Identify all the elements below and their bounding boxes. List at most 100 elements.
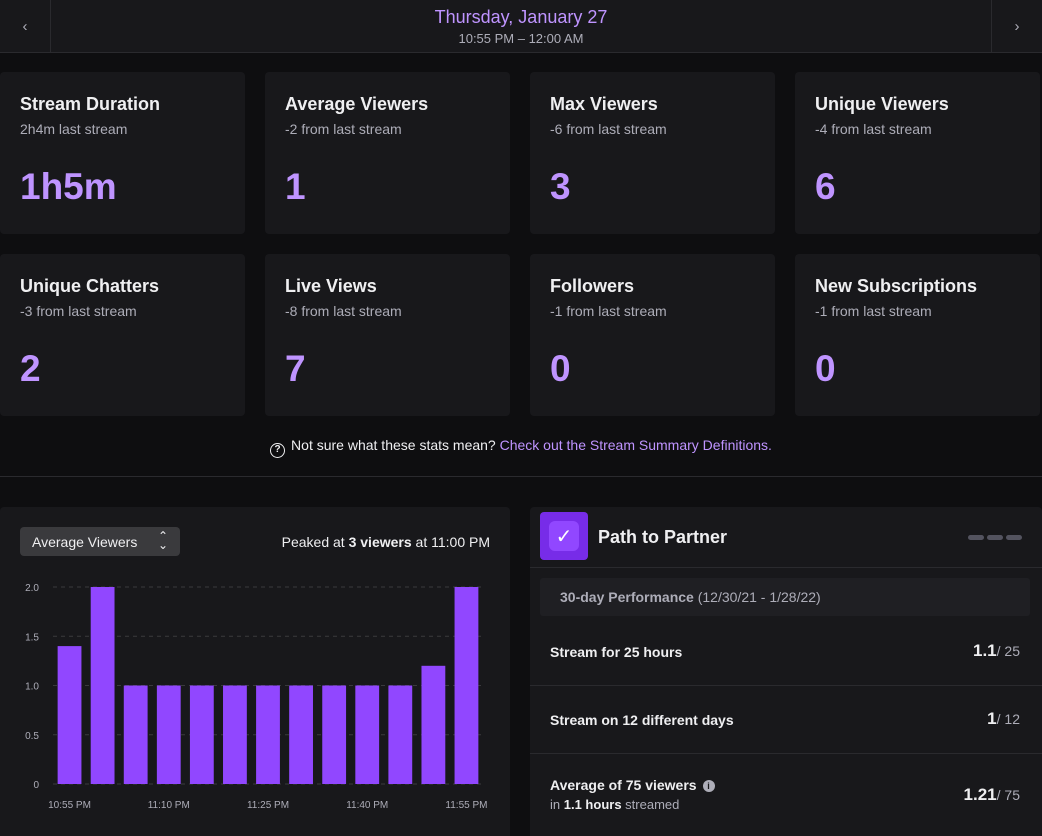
- stat-card-max-viewers: Max Viewers -6 from last stream 3: [530, 72, 775, 234]
- stat-card-unique-viewers: Unique Viewers -4 from last stream 6: [795, 72, 1040, 234]
- y-tick-label: 1.0: [25, 682, 39, 693]
- viewer-bar-chart: 0 0.5 1.0 1.5 2.0 10:55 PM 11:10 PM 11:25 PM 11:…: [25, 583, 487, 811]
- stat-comparison: -4 from last stream: [815, 121, 932, 137]
- requirement-target: / 12: [996, 711, 1020, 727]
- sublabel-suffix: streamed: [625, 797, 680, 812]
- stat-title: Unique Viewers: [815, 94, 949, 114]
- metric-select-value: Average Viewers: [32, 534, 138, 550]
- chart-bar: [223, 685, 247, 784]
- stream-time-range: 10:55 PM – 12:00 AM: [458, 31, 584, 46]
- peak-value: 3 viewers: [348, 534, 412, 550]
- chart-bar: [454, 587, 479, 784]
- chart-bar: [57, 646, 82, 784]
- stat-value: 0: [815, 348, 836, 389]
- stat-comparison: -2 from last stream: [285, 121, 402, 137]
- stream-date: Thursday, January 27: [434, 7, 608, 27]
- next-stream-button[interactable]: ›: [991, 0, 1042, 53]
- x-tick-label: 11:25 PM: [247, 800, 289, 811]
- section-divider: [0, 476, 1042, 477]
- stat-card-stream-duration: Stream Duration 2h4m last stream 1h5m: [0, 72, 245, 234]
- y-tick-label: 0.5: [25, 731, 39, 742]
- chevron-left-icon: ‹: [22, 18, 28, 35]
- requirement-label: Stream on 12 different days: [550, 712, 734, 728]
- sublabel-prefix: in: [550, 797, 561, 812]
- info-icon[interactable]: i: [702, 780, 715, 792]
- path-to-partner-panel: ✓ Path to Partner 30-day Performance (12…: [530, 507, 1042, 836]
- chart-bar: [156, 685, 181, 784]
- stat-value: 3: [550, 166, 571, 207]
- peak-suffix: at 11:00 PM: [415, 534, 490, 550]
- stat-value: 6: [815, 166, 836, 207]
- y-tick-label: 1.5: [25, 632, 39, 643]
- question-circle-icon: ?: [270, 443, 286, 458]
- chart-bar: [421, 665, 446, 784]
- requirement-label: Stream for 25 hours: [550, 644, 683, 660]
- x-tick-label: 11:10 PM: [148, 800, 190, 811]
- requirement-progress: 1.1/ 25: [973, 641, 1020, 661]
- divider: [530, 753, 1042, 754]
- stat-title: Max Viewers: [550, 94, 658, 114]
- metric-select[interactable]: Average Viewers ⌃ ⌄: [20, 527, 180, 556]
- previous-stream-button[interactable]: ‹: [0, 0, 51, 53]
- stat-card-average-viewers: Average Viewers -2 from last stream 1: [265, 72, 510, 234]
- requirement-target: / 75: [996, 787, 1020, 803]
- performance-range: (12/30/21 - 1/28/22): [697, 589, 821, 605]
- stat-title: Stream Duration: [20, 94, 161, 114]
- partner-title: Path to Partner: [598, 527, 728, 547]
- divider: [530, 685, 1042, 686]
- checkmark-icon: ✓: [549, 521, 579, 551]
- stat-card-new-subscriptions: New Subscriptions -1 from last stream 0: [795, 254, 1040, 416]
- help-text: Not sure what these stats mean?: [291, 437, 496, 453]
- stat-comparison: 2h4m last stream: [20, 121, 128, 137]
- stat-value: 1: [285, 166, 306, 207]
- peak-prefix: Peaked at: [281, 534, 345, 550]
- requirement-label-text: Average of 75 viewers: [550, 777, 697, 793]
- requirement-current: 1.1: [973, 641, 997, 660]
- more-options-icon[interactable]: [968, 535, 1022, 540]
- chart-bar: [189, 685, 214, 784]
- chart-bar: [322, 685, 347, 784]
- chart-bar: [123, 685, 148, 784]
- stat-value: 7: [285, 348, 306, 389]
- performance-label: 30-day Performance: [560, 589, 694, 605]
- requirement-progress: 1.21/ 75: [964, 785, 1020, 805]
- stat-card-followers: Followers -1 from last stream 0: [530, 254, 775, 416]
- y-tick-label: 0: [33, 780, 39, 791]
- stat-card-unique-chatters: Unique Chatters -3 from last stream 2: [0, 254, 245, 416]
- peak-summary: Peaked at 3 viewers at 11:00 PM: [282, 534, 490, 550]
- stat-comparison: -1 from last stream: [815, 303, 932, 319]
- stat-title: Unique Chatters: [20, 276, 160, 296]
- requirement-sublabel: in 1.1 hours streamed: [550, 797, 679, 812]
- requirement-current: 1.21: [963, 785, 997, 804]
- divider: [530, 567, 1042, 568]
- x-tick-label: 10:55 PM: [48, 800, 91, 811]
- stat-title: New Subscriptions: [815, 276, 978, 296]
- performance-period: 30-day Performance (12/30/21 - 1/28/22): [540, 578, 1030, 616]
- stat-value: 1h5m: [20, 166, 117, 207]
- stat-title: Live Views: [285, 276, 377, 296]
- y-tick-label: 2.0: [25, 583, 39, 594]
- stat-title: Average Viewers: [285, 94, 429, 114]
- chart-bar: [289, 685, 313, 784]
- viewer-chart-panel: Average Viewers ⌃ ⌄ Peaked at 3 viewers a…: [0, 507, 510, 836]
- requirement-label: Average of 75 viewers i: [550, 777, 715, 793]
- partner-badge: ✓: [540, 512, 588, 560]
- chevron-right-icon: ›: [1014, 18, 1020, 35]
- sort-arrows-icon: ⌃ ⌄: [157, 529, 168, 552]
- x-tick-label: 11:55 PM: [445, 800, 487, 811]
- chart-bar: [388, 685, 413, 784]
- stat-comparison: -8 from last stream: [285, 303, 402, 319]
- stat-comparison: -1 from last stream: [550, 303, 667, 319]
- stream-summary-definitions-link[interactable]: Check out the Stream Summary Definitions…: [499, 437, 772, 453]
- stat-title: Followers: [550, 276, 635, 296]
- x-tick-label: 11:40 PM: [346, 800, 388, 811]
- stat-value: 2: [20, 348, 41, 389]
- stream-header: ‹ Thursday, January 27 10:55 PM – 12:00 …: [0, 0, 1042, 53]
- sublabel-value: 1.1 hours: [563, 797, 622, 812]
- stat-comparison: -3 from last stream: [20, 303, 137, 319]
- chart-bar: [90, 587, 115, 784]
- stat-card-live-views: Live Views -8 from last stream 7: [265, 254, 510, 416]
- requirement-progress: 1/ 12: [987, 709, 1020, 729]
- stat-comparison: -6 from last stream: [550, 121, 667, 137]
- requirement-current: 1: [987, 709, 997, 728]
